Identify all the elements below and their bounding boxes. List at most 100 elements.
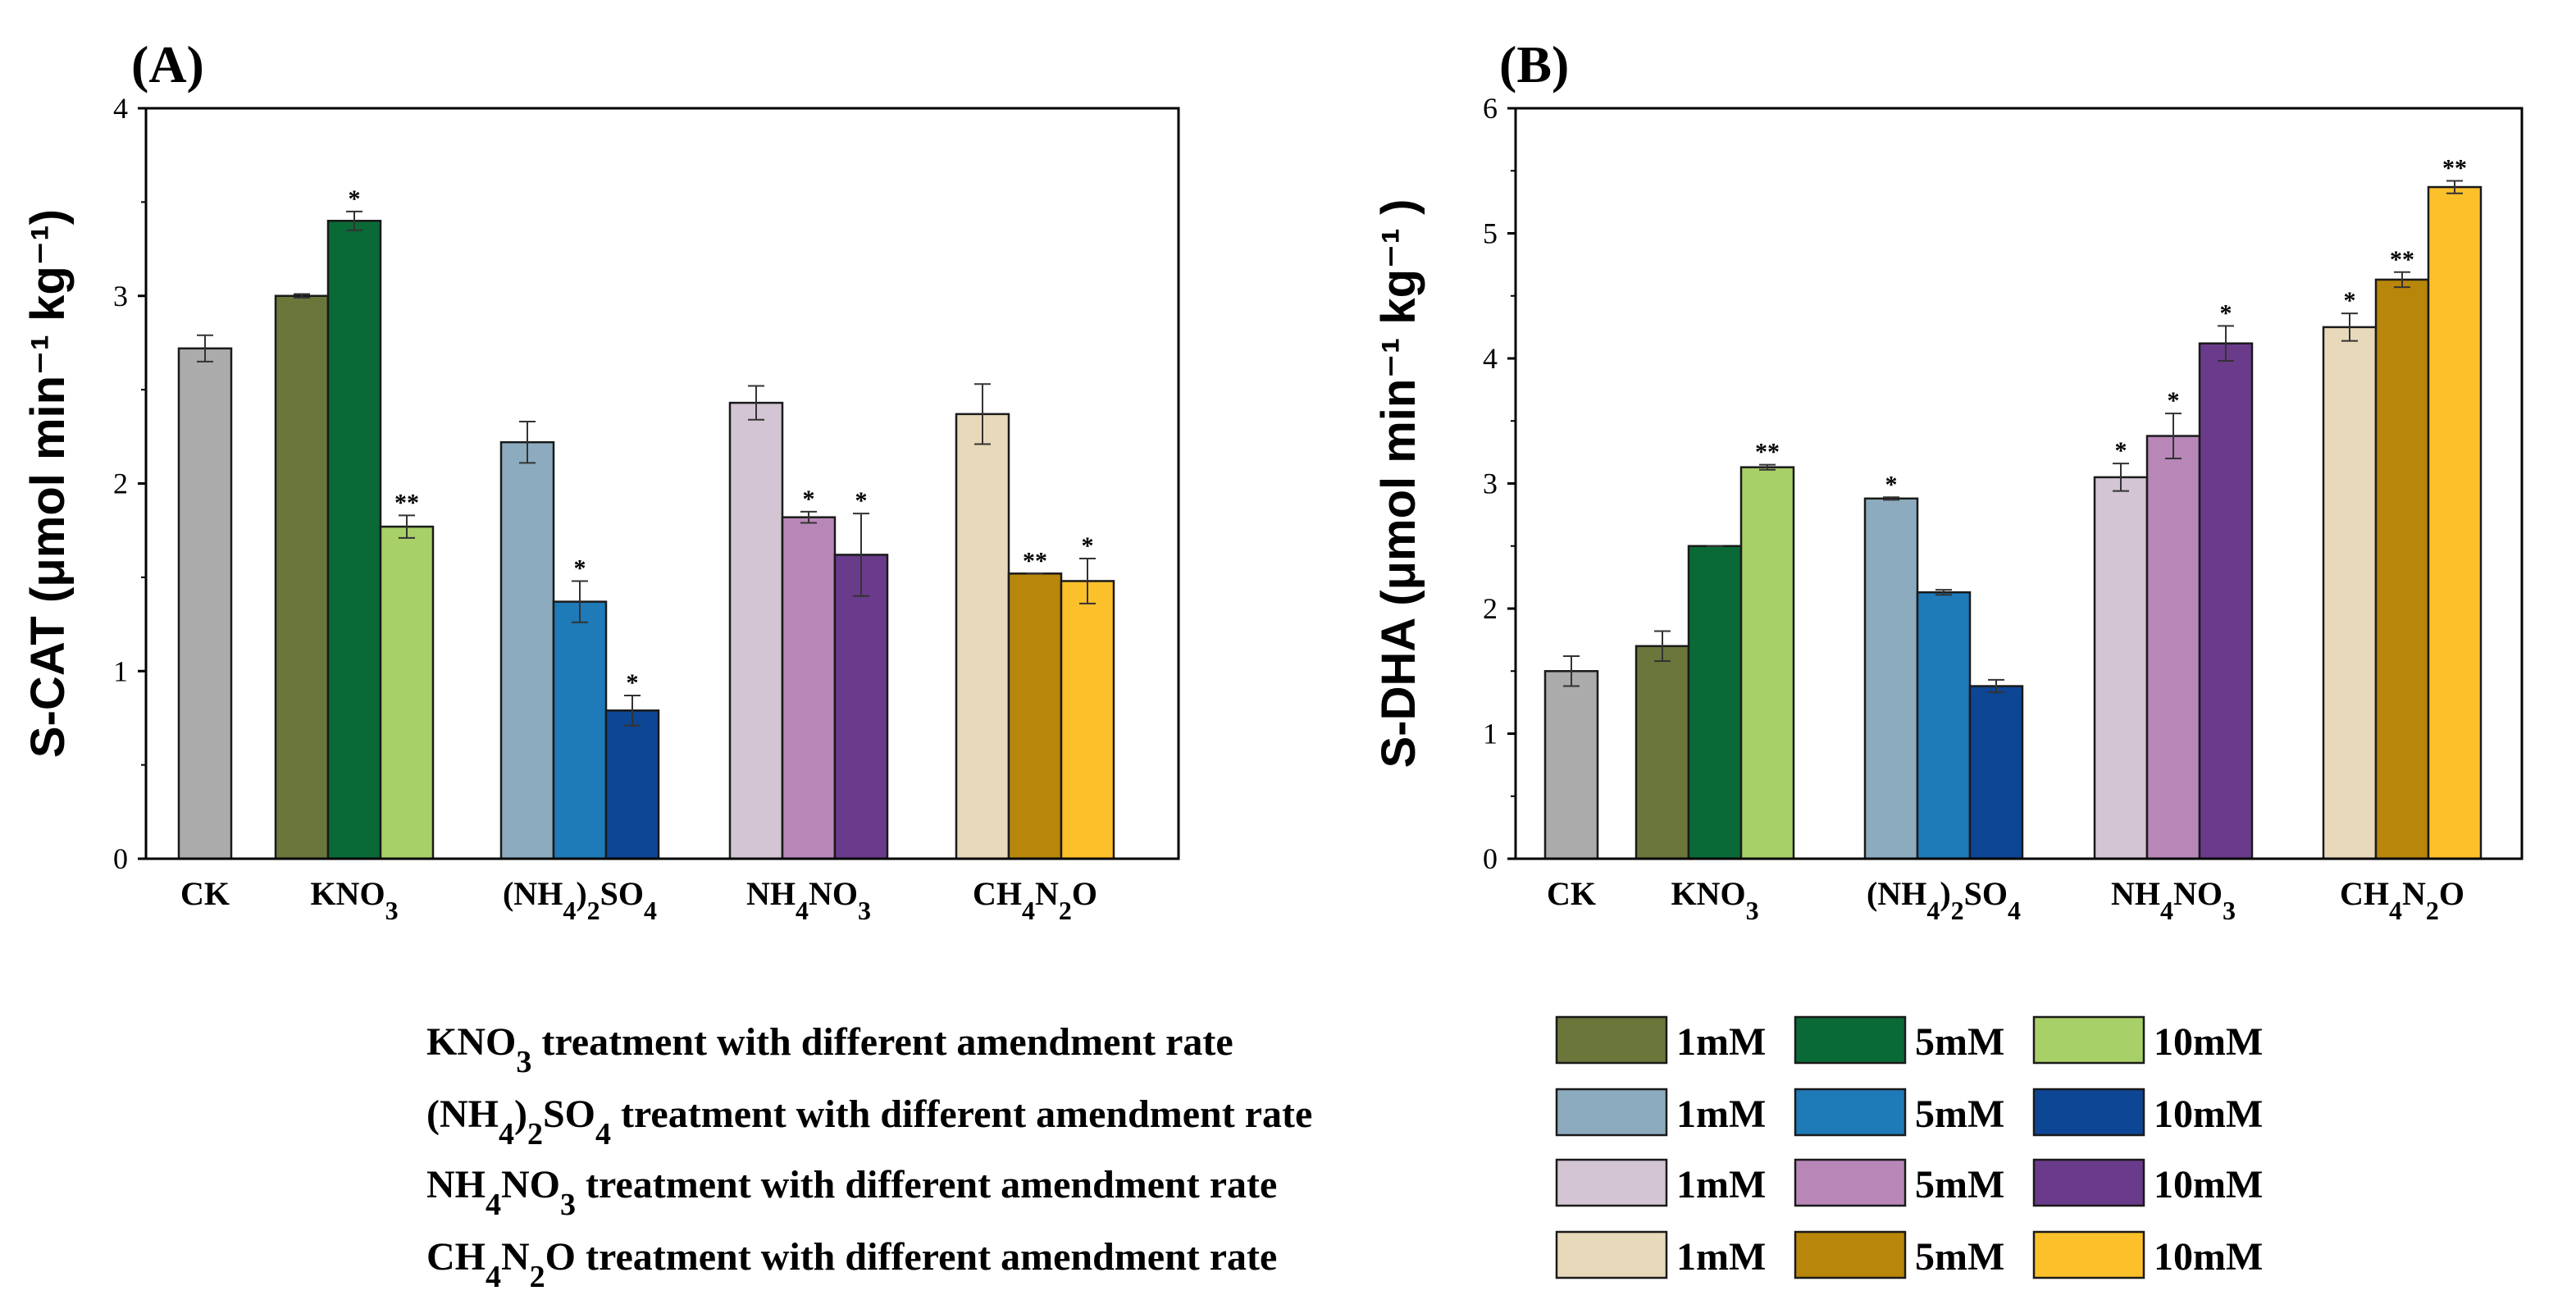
y-axis-label: S-CAT (μmol min⁻¹ kg⁻¹) [21, 209, 75, 758]
bar [2093, 476, 2149, 860]
y-tick-label: 1 [113, 654, 128, 687]
bar [1863, 497, 1919, 860]
legend-row-label: CH4N2O treatment with different amendmen… [426, 1235, 1277, 1294]
legend-swatch [2032, 1158, 2145, 1207]
bar [274, 294, 330, 860]
legend-row-label: (NH4)2SO4 treatment with different amend… [426, 1092, 1312, 1152]
y-axis-label: S-DHA (μmol min⁻¹ kg⁻¹ ) [1372, 199, 1425, 769]
legend-rate-label: 10mM [2154, 1235, 2263, 1279]
legend-rate-label: 5mM [1915, 1235, 2004, 1279]
legend-rate-label: 10mM [2154, 1092, 2263, 1136]
legend-swatch [2032, 1015, 2145, 1065]
y-tick-label: 0 [113, 842, 128, 875]
legend-swatch [2032, 1230, 2145, 1279]
legend-swatch [1794, 1158, 1907, 1207]
legend-swatch [1555, 1230, 1668, 1279]
significance-label: * [803, 486, 815, 513]
significance-label: ** [394, 489, 419, 516]
bar [1635, 645, 1690, 860]
legend-swatch [1555, 1015, 1668, 1065]
panel-label: (A) [131, 35, 204, 94]
legend-swatch [1555, 1158, 1668, 1207]
significance-label: * [2220, 299, 2232, 326]
legend-rate-label: 1mM [1676, 1020, 1766, 1064]
bar [326, 220, 382, 860]
bar [552, 600, 608, 860]
y-tick-label: 4 [113, 92, 128, 125]
significance-label: * [349, 185, 361, 212]
panel-label: (B) [1499, 35, 1569, 94]
significance-label: * [627, 669, 639, 696]
bar [604, 709, 660, 860]
significance-label: * [574, 554, 586, 582]
bar [2427, 185, 2483, 860]
bar [2145, 435, 2201, 860]
x-tick-label: NH4NO3 [746, 875, 871, 925]
legend-row-label: KNO3 treatment with different amendment … [426, 1020, 1233, 1079]
legend-swatch [1794, 1230, 1907, 1279]
x-tick-label: CH4N2O [2340, 875, 2464, 925]
legend-swatch [1555, 1088, 1668, 1137]
bar [1007, 572, 1063, 860]
y-tick-label: 3 [113, 280, 128, 312]
y-tick-label: 6 [1483, 92, 1498, 125]
legend-rate-label: 1mM [1676, 1092, 1766, 1136]
bar [728, 401, 784, 860]
significance-label: ** [2442, 154, 2467, 181]
y-tick-label: 3 [1483, 468, 1498, 500]
significance-label: * [2344, 287, 2356, 314]
bar [1687, 545, 1743, 860]
x-tick-label: (NH4)2SO4 [1867, 875, 2021, 925]
x-tick-label: CK [1547, 875, 1596, 912]
bar [1916, 591, 1972, 860]
bar [499, 440, 555, 860]
significance-label: * [1885, 471, 1898, 498]
legend-rate-label: 1mM [1676, 1235, 1766, 1279]
bar [1543, 670, 1599, 860]
bar [177, 347, 233, 860]
legend-rate-label: 5mM [1915, 1092, 2004, 1136]
bar [379, 525, 435, 860]
chart-b: (B)S-DHA (μmol min⁻¹ kg⁻¹ ) ****** *****01… [1372, 35, 2524, 925]
significance-label: ** [1023, 547, 1047, 574]
chart-a: (A)S-CAT (μmol min⁻¹ kg⁻¹)****** ****0123… [21, 35, 1180, 925]
significance-label: * [1082, 532, 1094, 559]
x-tick-label: CH4N2O [973, 875, 1097, 925]
bar [1739, 466, 1795, 860]
x-tick-label: KNO3 [1671, 875, 1758, 925]
bar [2198, 342, 2254, 860]
legend: KNO3 treatment with different amendment … [426, 1015, 2263, 1294]
significance-label: * [855, 487, 868, 514]
x-tick-label: NH4NO3 [2111, 875, 2236, 925]
legend-swatch [2032, 1088, 2145, 1137]
bar [1968, 685, 2024, 860]
x-tick-label: KNO3 [310, 875, 398, 925]
legend-swatch [1794, 1088, 1907, 1137]
legend-rate-label: 5mM [1915, 1163, 2004, 1206]
significance-label: ** [2390, 246, 2414, 273]
x-tick-label: CK [180, 875, 230, 912]
bar [2322, 326, 2378, 860]
y-tick-label: 5 [1483, 217, 1498, 250]
legend-rate-label: 1mM [1676, 1163, 1766, 1206]
legend-rate-label: 5mM [1915, 1020, 2004, 1064]
bar [781, 516, 837, 860]
legend-rate-label: 10mM [2154, 1163, 2263, 1206]
y-tick-label: 4 [1483, 342, 1498, 375]
x-tick-label: (NH4)2SO4 [503, 875, 657, 925]
bar [2374, 278, 2430, 860]
y-tick-label: 2 [113, 468, 128, 500]
legend-rate-label: 10mM [2154, 1020, 2263, 1064]
significance-label: * [2115, 437, 2127, 464]
bar [1060, 580, 1115, 860]
legend-row-label: NH4NO3 treatment with different amendmen… [426, 1163, 1277, 1222]
significance-label: ** [1755, 439, 1780, 466]
legend-swatch [1794, 1015, 1907, 1065]
y-tick-label: 0 [1483, 842, 1498, 875]
y-tick-label: 1 [1483, 718, 1498, 750]
bar [833, 554, 889, 860]
y-tick-label: 2 [1483, 592, 1498, 625]
significance-label: * [2168, 387, 2180, 414]
bar [955, 413, 1010, 860]
